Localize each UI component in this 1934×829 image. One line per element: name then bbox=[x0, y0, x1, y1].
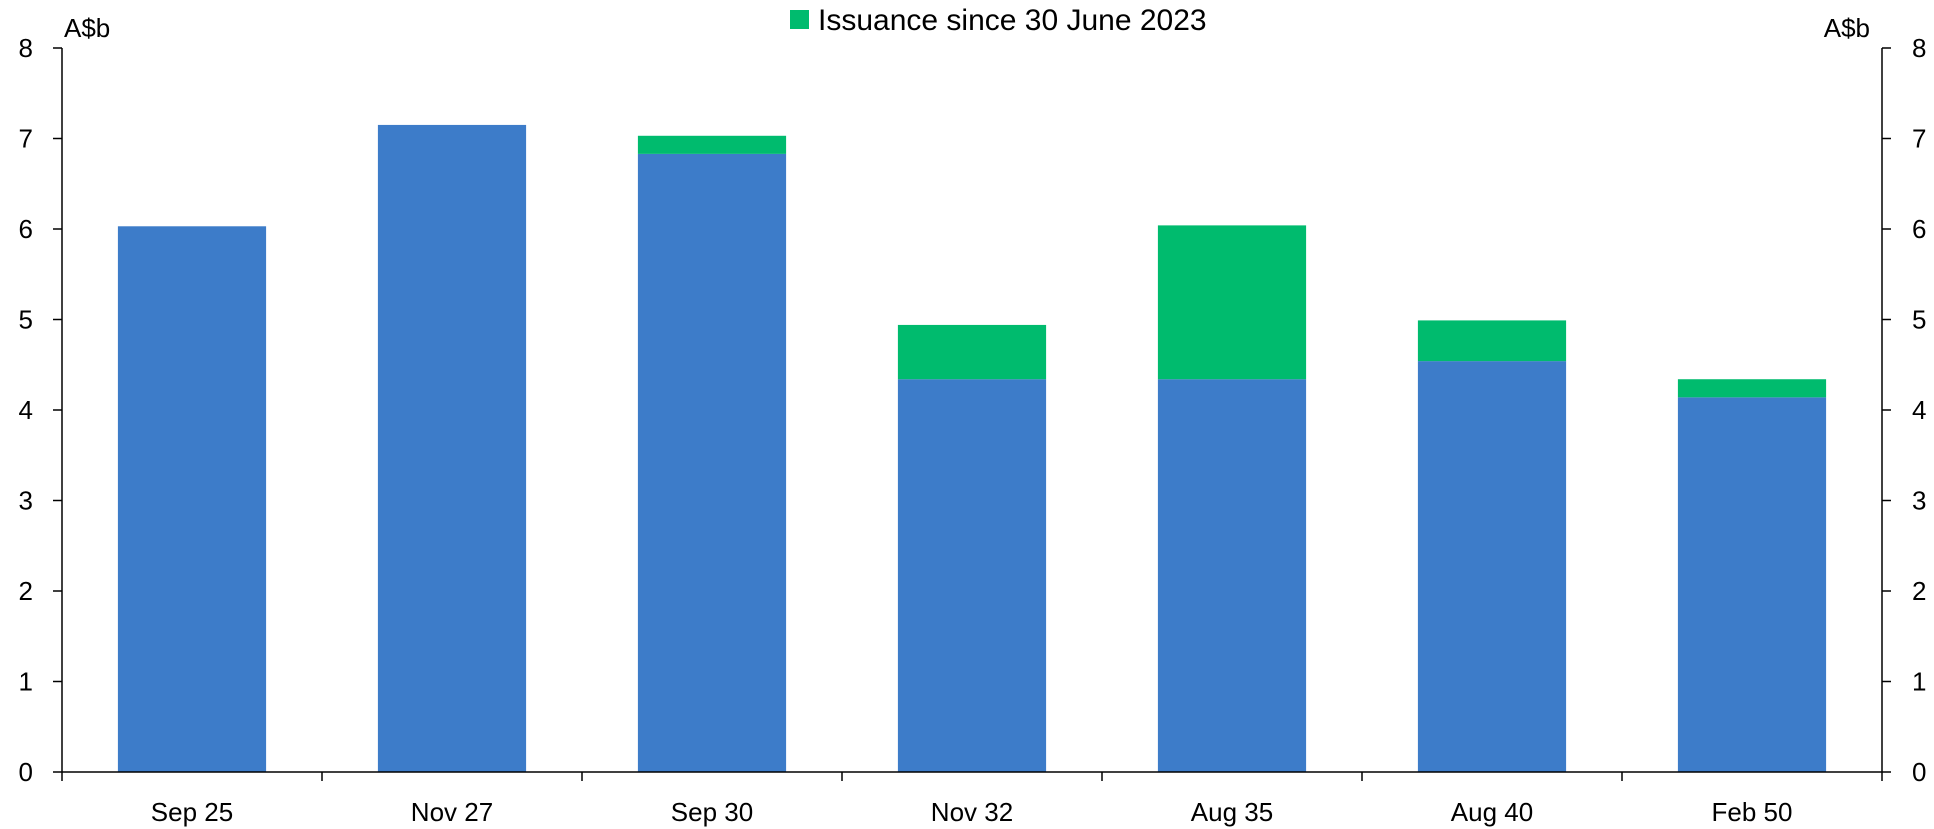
right-tick-label: 4 bbox=[1912, 395, 1926, 425]
right-tick-label: 6 bbox=[1912, 214, 1926, 244]
x-category-label: Aug 40 bbox=[1451, 797, 1533, 827]
left-tick-label: 2 bbox=[19, 576, 33, 606]
right-tick-label: 7 bbox=[1912, 124, 1926, 154]
bar-base-feb-50 bbox=[1677, 397, 1827, 772]
bar-issuance-aug-40 bbox=[1417, 320, 1567, 362]
right-tick-label: 3 bbox=[1912, 486, 1926, 516]
legend-label: Issuance since 30 June 2023 bbox=[818, 4, 1207, 37]
left-tick-label: 5 bbox=[19, 305, 33, 335]
bar-issuance-sep-30 bbox=[637, 135, 787, 154]
legend: Issuance since 30 June 2023 bbox=[790, 4, 1207, 37]
bar-base-sep-30 bbox=[637, 153, 787, 772]
right-tick-label: 2 bbox=[1912, 576, 1926, 606]
right-tick-label: 5 bbox=[1912, 305, 1926, 335]
x-category-label: Nov 32 bbox=[931, 797, 1013, 827]
x-category-label: Nov 27 bbox=[411, 797, 493, 827]
x-category-label: Sep 25 bbox=[151, 797, 233, 827]
left-tick-label: 3 bbox=[19, 486, 33, 516]
bar-base-sep-25 bbox=[117, 226, 267, 772]
right-axis-unit: A$b bbox=[1824, 13, 1870, 43]
left-tick-label: 7 bbox=[19, 124, 33, 154]
bar-base-nov-27 bbox=[377, 124, 527, 773]
x-category-label: Sep 30 bbox=[671, 797, 753, 827]
left-tick-label: 0 bbox=[19, 757, 33, 787]
legend-swatch bbox=[790, 10, 809, 29]
x-category-label: Aug 35 bbox=[1191, 797, 1273, 827]
x-category-label: Feb 50 bbox=[1712, 797, 1793, 827]
bar-base-aug-40 bbox=[1417, 361, 1567, 772]
bar-issuance-feb-50 bbox=[1677, 379, 1827, 398]
left-tick-label: 8 bbox=[19, 33, 33, 63]
left-axis-unit: A$b bbox=[64, 13, 110, 43]
bar-base-nov-32 bbox=[897, 379, 1047, 772]
left-tick-label: 1 bbox=[19, 667, 33, 697]
bar-issuance-nov-32 bbox=[897, 324, 1047, 380]
right-tick-label: 0 bbox=[1912, 757, 1926, 787]
left-tick-label: 4 bbox=[19, 395, 33, 425]
bar-base-aug-35 bbox=[1157, 379, 1307, 772]
bar-group bbox=[117, 124, 1827, 773]
bar-issuance-aug-35 bbox=[1157, 225, 1307, 380]
right-tick-label: 8 bbox=[1912, 33, 1926, 63]
right-tick-label: 1 bbox=[1912, 667, 1926, 697]
left-tick-label: 6 bbox=[19, 214, 33, 244]
tick-group: 0 0 1 1 2 2 3 3 4 4 5 5 6 6 7 7 8 8 Sep 25 Nov 27 Sep 30 Nov … bbox=[19, 33, 1927, 827]
